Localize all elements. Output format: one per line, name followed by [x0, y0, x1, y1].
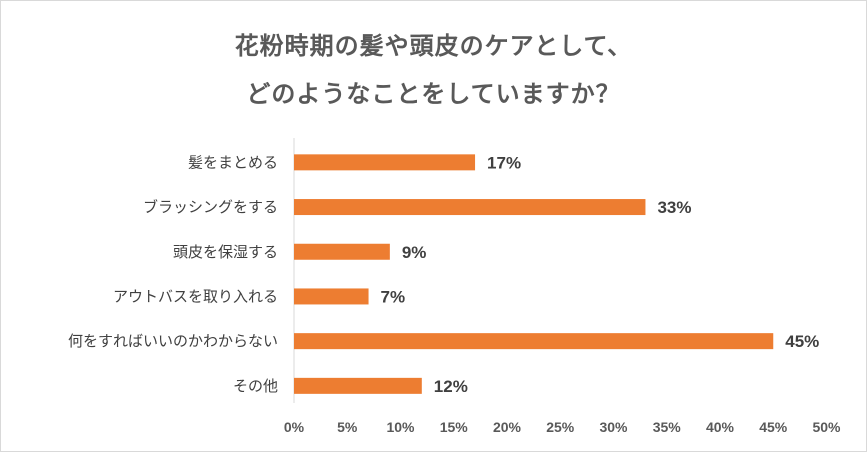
x-tick-label: 25%: [546, 419, 575, 435]
bar: [294, 377, 422, 394]
x-tick-label: 35%: [653, 419, 682, 435]
data-label: 7%: [381, 287, 406, 306]
category-label: 髪をまとめる: [188, 153, 278, 171]
category-label: その他: [233, 377, 278, 395]
data-label: 33%: [657, 198, 691, 217]
chart-title-line-1: 花粉時期の髪や頭皮のケアとして、: [234, 32, 633, 60]
x-tick-label: 45%: [759, 419, 788, 435]
data-label: 17%: [487, 153, 521, 172]
bar: [294, 199, 646, 216]
x-tick-label: 15%: [440, 419, 469, 435]
category-label: 頭皮を保湿する: [173, 243, 278, 261]
bar: [294, 333, 774, 350]
data-label: 9%: [402, 243, 427, 262]
x-tick-label: 30%: [599, 419, 628, 435]
data-label: 45%: [785, 332, 819, 351]
chart-title-line-2: どのようなことをしていますか？: [246, 80, 621, 108]
x-tick-label: 20%: [493, 419, 522, 435]
x-tick-label: 40%: [706, 419, 735, 435]
x-tick-label: 10%: [386, 419, 415, 435]
category-label: アウトバスを取り入れる: [113, 287, 278, 305]
data-label: 12%: [434, 377, 468, 396]
bar: [294, 288, 369, 305]
bar: [294, 243, 390, 260]
bar: [294, 154, 476, 171]
x-tick-label: 5%: [337, 419, 358, 435]
x-tick-label: 50%: [812, 419, 841, 435]
category-label: ブラッシングをする: [143, 198, 278, 216]
category-label: 何をすればいいのかわからない: [68, 332, 278, 350]
x-tick-label: 0%: [284, 419, 305, 435]
